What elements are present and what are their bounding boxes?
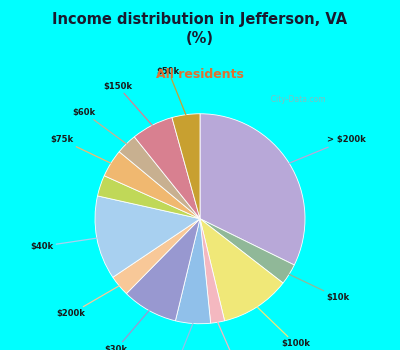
Text: $60k: $60k: [72, 108, 126, 144]
Text: $150k: $150k: [103, 82, 152, 125]
Wedge shape: [113, 219, 200, 294]
Text: $75k: $75k: [50, 135, 111, 163]
Text: $40k: $40k: [30, 238, 97, 251]
Text: $100k: $100k: [257, 307, 310, 349]
Text: $30k: $30k: [105, 310, 149, 350]
Wedge shape: [200, 219, 283, 321]
Text: $20k: $20k: [218, 322, 248, 350]
Wedge shape: [126, 219, 200, 321]
Wedge shape: [200, 219, 224, 323]
Wedge shape: [176, 219, 211, 324]
Text: Income distribution in Jefferson, VA
(%): Income distribution in Jefferson, VA (%): [52, 12, 348, 46]
Text: $200k: $200k: [56, 286, 119, 318]
Text: > $200k: > $200k: [289, 135, 365, 163]
Wedge shape: [95, 196, 200, 277]
Wedge shape: [200, 219, 294, 283]
Text: $10k: $10k: [289, 274, 350, 302]
Text: All residents: All residents: [156, 68, 244, 81]
Wedge shape: [134, 118, 200, 219]
Wedge shape: [104, 152, 200, 219]
Text: City-Data.com: City-Data.com: [266, 95, 326, 104]
Text: $50k: $50k: [157, 66, 186, 115]
Wedge shape: [172, 114, 200, 219]
Wedge shape: [119, 137, 200, 219]
Wedge shape: [98, 176, 200, 219]
Wedge shape: [200, 114, 305, 265]
Text: $125k: $125k: [161, 323, 193, 350]
